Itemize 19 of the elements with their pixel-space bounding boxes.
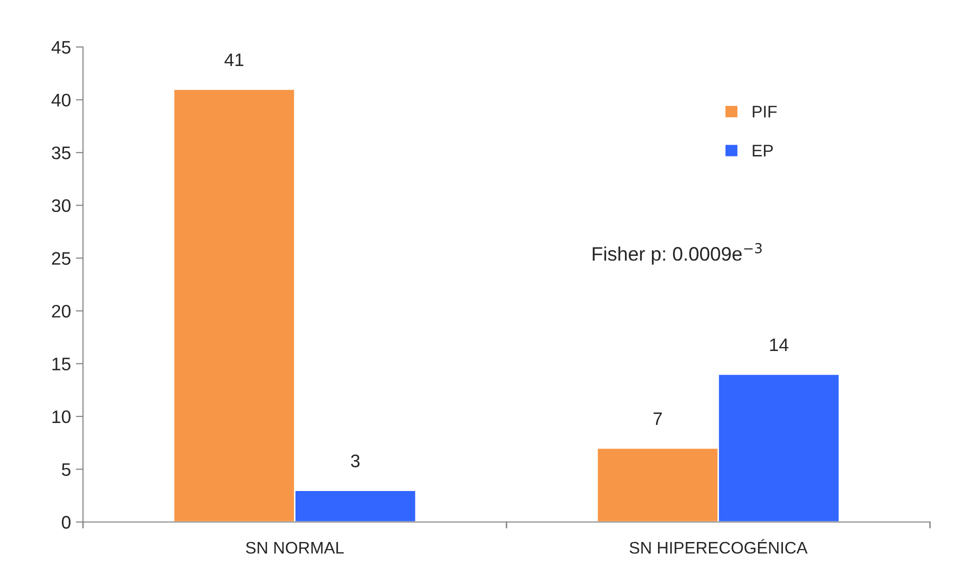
y-tick-label: 15 [52,358,70,370]
y-tick-label: 0 [62,516,70,529]
data-label: 7 [654,412,662,425]
x-tick-label: SN NORMAL [246,542,344,554]
annotation: Fisher p: 0.0009e$^{−3}$ [592,243,762,265]
y-tick-label: 30 [52,199,70,212]
legend-label: PIF [752,106,777,118]
y-tick-label: 45 [52,41,70,54]
data-label: 14 [770,338,788,352]
x-tick-label: SN HIPERECOGÉNICA [630,539,808,554]
y-tick-label: 10 [52,410,70,424]
y-tick-label: 25 [52,252,70,265]
y-tick-label: 5 [62,463,70,476]
y-tick-label: 40 [52,94,70,106]
y-tick-label: 20 [52,304,70,318]
data-label: 3 [350,454,360,468]
legend-label: EP [752,144,773,156]
data-label: 41 [224,54,244,66]
y-tick-label: 35 [52,146,70,160]
